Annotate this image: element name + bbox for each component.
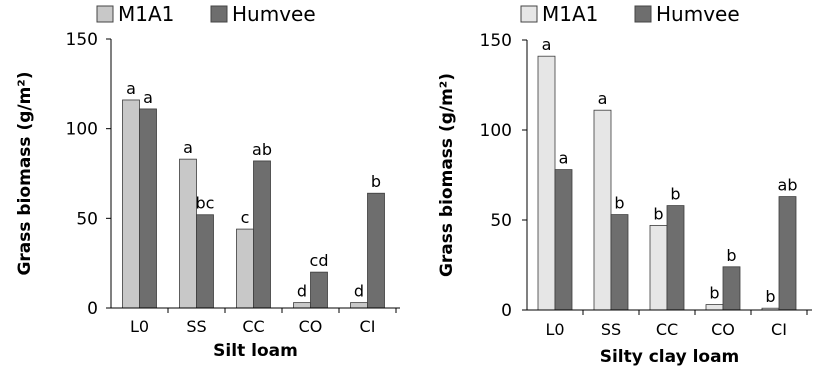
x-tick-label-ci: CI (360, 317, 376, 336)
bar-humvee-co (722, 266, 741, 311)
y-tick-label-150: 150 (480, 31, 512, 51)
bar-m1a1-ci (350, 302, 368, 309)
bar-m1a1-ss (179, 158, 197, 309)
bar-humvee-ss (196, 214, 214, 309)
bar-label-m1a1-ci: d (354, 282, 364, 301)
x-tick-label-ss: SS (186, 317, 206, 336)
bar-humvee-l0 (139, 108, 157, 309)
bar-m1a1-co (705, 304, 724, 311)
x-tick-label-cc: CC (656, 320, 678, 339)
bar-humvee-co (310, 271, 328, 309)
bar-label-m1a1-ss: a (183, 138, 193, 157)
x-tick-label-l0: L0 (130, 317, 149, 336)
legend-label-m1a1: M1A1 (118, 2, 174, 26)
x-tick-label-ci: CI (771, 320, 787, 339)
x-tick-label-co: CO (711, 320, 735, 339)
bar-m1a1-co (293, 302, 311, 309)
legend-label-humvee: Humvee (656, 2, 740, 26)
x-tick-label-ss: SS (601, 320, 621, 339)
legend-label-m1a1: M1A1 (542, 2, 598, 26)
bar-label-humvee-co: cd (310, 251, 329, 270)
bar-humvee-ci (367, 192, 385, 309)
bar-label-humvee-cc: b (670, 185, 680, 204)
bar-label-humvee-ci: b (371, 172, 381, 191)
y-tick-label-50: 50 (76, 209, 98, 229)
bar-label-m1a1-l0: a (126, 79, 136, 98)
bar-humvee-l0 (554, 169, 573, 311)
x-tick-label-co: CO (299, 317, 323, 336)
y-tick-label-100: 100 (480, 121, 512, 141)
bar-humvee-cc (253, 160, 271, 309)
bar-label-m1a1-ci: b (765, 287, 775, 306)
y-tick-label-150: 150 (66, 30, 98, 50)
bar-label-m1a1-cc: b (653, 204, 663, 223)
chart-silty-clay-loam: M1A1 HumveeaaL0abSSbbCCbbCObabCI050100150… (437, 2, 812, 367)
bar-m1a1-l0 (537, 55, 556, 311)
x-tick-label-cc: CC (242, 317, 264, 336)
legend-swatch-humvee (210, 5, 228, 23)
bar-label-humvee-l0: a (143, 88, 153, 107)
bar-m1a1-ss (593, 109, 612, 311)
bar-label-humvee-ss: b (614, 194, 624, 213)
bar-m1a1-cc (236, 228, 254, 309)
bar-label-m1a1-ss: a (598, 89, 608, 108)
bar-label-m1a1-l0: a (542, 35, 552, 54)
x-axis-title: Silt loam (213, 341, 298, 361)
y-tick-label-0: 0 (87, 299, 98, 319)
y-tick-label-0: 0 (501, 301, 512, 321)
x-tick-label-l0: L0 (545, 320, 564, 339)
bar-label-humvee-cc: ab (252, 140, 272, 159)
bar-label-humvee-ss: bc (196, 194, 215, 213)
bar-m1a1-cc (649, 224, 668, 311)
bar-label-m1a1-cc: c (241, 208, 250, 227)
y-axis-title: Grass biomass (g/m²) (15, 71, 35, 275)
bar-m1a1-l0 (122, 99, 140, 309)
bar-humvee-ss (610, 214, 629, 311)
bar-label-humvee-ci: ab (778, 176, 798, 195)
y-tick-label-100: 100 (66, 120, 98, 140)
legend-swatch-m1a1 (96, 5, 114, 23)
bar-label-humvee-co: b (726, 246, 736, 265)
y-tick-label-50: 50 (490, 211, 512, 231)
bar-label-m1a1-co: b (709, 284, 719, 303)
bar-humvee-cc (666, 205, 685, 311)
x-axis-title: Silty clay loam (600, 347, 740, 367)
legend-swatch-humvee (634, 5, 652, 23)
bar-label-m1a1-co: d (297, 282, 307, 301)
bar-label-humvee-l0: a (559, 149, 569, 168)
bar-humvee-ci (778, 196, 797, 311)
legend-label-humvee: Humvee (232, 2, 316, 26)
legend-swatch-m1a1 (520, 5, 538, 23)
y-axis-title: Grass biomass (g/m²) (437, 73, 457, 277)
